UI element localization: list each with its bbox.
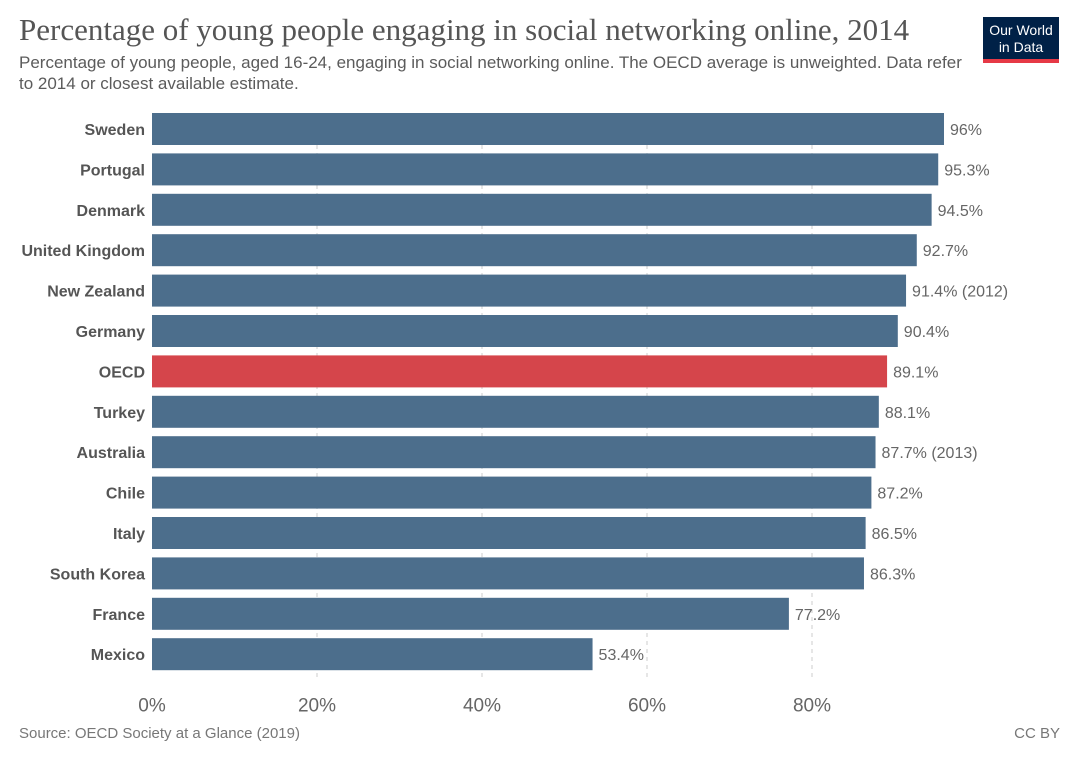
x-tick-label: 80% <box>793 696 831 717</box>
x-tick-label: 40% <box>463 696 501 717</box>
bar[interactable] <box>152 597 789 630</box>
value-label: 88.1% <box>885 405 930 422</box>
category-label: Turkey <box>94 405 145 422</box>
category-label: Mexico <box>91 647 145 664</box>
category-label: France <box>93 607 146 624</box>
value-label: 86.3% <box>870 566 915 583</box>
logo-line-1: Our World <box>989 22 1053 38</box>
source-note: Source: OECD Society at a Glance (2019) <box>19 725 300 742</box>
bar[interactable] <box>152 234 917 267</box>
category-label: Germany <box>76 324 145 341</box>
category-label: Australia <box>77 445 146 462</box>
chart-subtitle: Percentage of young people, aged 16-24, … <box>19 53 962 93</box>
bar[interactable] <box>152 274 907 307</box>
category-label: OECD <box>99 364 145 381</box>
category-label: Portugal <box>80 162 145 179</box>
logo-line-2: in Data <box>998 39 1044 55</box>
bar[interactable] <box>152 153 939 186</box>
bar[interactable] <box>152 315 898 347</box>
x-tick-label: 20% <box>298 696 336 717</box>
value-label: 86.5% <box>872 526 917 543</box>
category-label: Sweden <box>85 122 145 139</box>
value-label: 90.4% <box>904 324 949 341</box>
category-label: New Zealand <box>47 284 145 301</box>
license-link[interactable]: CC BY <box>1014 725 1060 742</box>
bars <box>152 113 944 671</box>
chart-title: Percentage of young people engaging in s… <box>19 12 910 47</box>
category-label: Chile <box>106 486 145 503</box>
value-labels: 96% 95.3% 94.5% 92.7% 91.4% (2012) 90.4% 89.1%… <box>599 122 1009 664</box>
bar[interactable] <box>152 638 593 671</box>
bar[interactable] <box>152 395 879 428</box>
x-tick-label: 60% <box>628 696 666 717</box>
category-label: United Kingdom <box>21 243 145 260</box>
bar[interactable] <box>152 193 932 226</box>
value-label: 77.2% <box>795 607 840 624</box>
bar[interactable] <box>152 476 872 509</box>
category-label: Italy <box>113 526 145 543</box>
bar[interactable] <box>152 557 864 590</box>
category-label: South Korea <box>50 566 145 583</box>
value-label: 87.2% <box>877 486 922 503</box>
value-label: 91.4% (2012) <box>912 284 1008 301</box>
category-labels: Sweden Portugal Denmark United Kingdom New Z… <box>21 122 145 664</box>
x-tick-label: 0% <box>138 696 166 717</box>
bar[interactable] <box>152 113 944 145</box>
bar-chart: Sweden Portugal Denmark United Kingdom New Z… <box>21 113 1009 717</box>
bar[interactable] <box>152 436 876 469</box>
value-label: 95.3% <box>944 162 989 179</box>
value-label: 89.1% <box>893 364 938 381</box>
bar[interactable] <box>152 517 866 549</box>
value-label: 92.7% <box>923 243 968 260</box>
bar-highlight[interactable] <box>152 355 888 388</box>
logo-accent-bar <box>983 59 1059 63</box>
category-label: Denmark <box>77 203 146 220</box>
value-label: 53.4% <box>599 647 644 664</box>
x-axis-ticks: 0% 20% 40% 60% 80% <box>138 696 831 717</box>
owid-logo[interactable]: Our World in Data <box>983 17 1059 63</box>
value-label: 94.5% <box>938 203 983 220</box>
value-label: 87.7% (2013) <box>882 445 978 462</box>
value-label: 96% <box>950 122 982 139</box>
